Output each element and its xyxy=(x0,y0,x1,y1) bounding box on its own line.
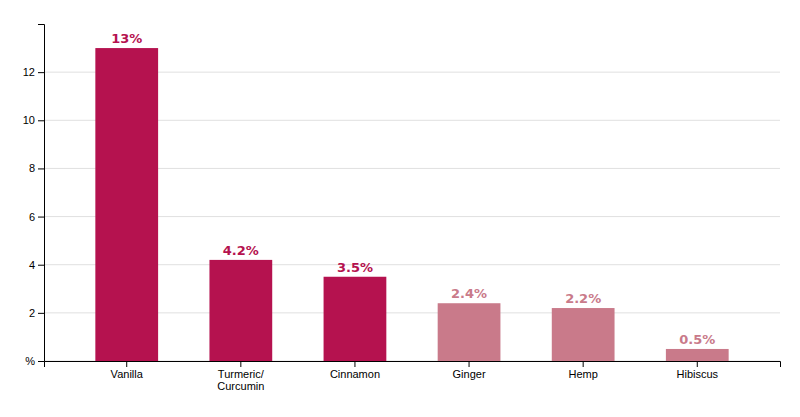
bar xyxy=(438,303,501,361)
x-tick-mark xyxy=(697,361,698,367)
y-tick-label: 8 xyxy=(29,162,35,174)
bar xyxy=(666,349,729,361)
x-tick-label: Cinnamon xyxy=(330,368,380,380)
data-label: 2.2% xyxy=(565,291,601,306)
chart: % 2 4 6 8 10 12 Vanilla Turmeric/Curcumin Cinnamo… xyxy=(0,0,800,417)
plot: % 2 4 6 8 10 12 Vanilla Turmeric/Curcumin Cinnamo… xyxy=(23,25,781,393)
y-tick: 12 xyxy=(23,66,44,78)
x-tick: Vanilla xyxy=(111,361,144,380)
data-label: 3.5% xyxy=(337,260,373,275)
x-tick-label-line: Cinnamon xyxy=(330,368,380,380)
y-tick: 2 xyxy=(29,307,44,319)
x-tick-label-line: Hemp xyxy=(568,368,597,380)
x-tick-label-line: Ginger xyxy=(453,368,486,380)
y-tick-mark xyxy=(38,265,44,266)
x-tick-label-line: Vanilla xyxy=(111,368,144,380)
data-label: 4.2% xyxy=(223,243,259,258)
y-tick-mark xyxy=(38,72,44,73)
x-tick: Hemp xyxy=(568,361,597,380)
x-tick: Hibiscus xyxy=(676,361,718,380)
x-tick: Cinnamon xyxy=(330,361,380,380)
x-tick-label: Vanilla xyxy=(111,368,144,380)
y-tick: 8 xyxy=(29,162,44,174)
x-tick-mark xyxy=(240,361,241,367)
x-tick-mark xyxy=(354,361,355,367)
y-tick-mark xyxy=(38,120,44,121)
x-tick-label: Turmeric/Curcumin xyxy=(217,368,264,393)
x-tick-label-line: Turmeric/ xyxy=(218,368,265,380)
y-tick-label: 6 xyxy=(29,211,35,223)
x-tick-label: Hemp xyxy=(568,368,597,380)
x-tick-label-line: Hibiscus xyxy=(676,368,718,380)
y-tick-label: 12 xyxy=(23,66,35,78)
bar xyxy=(209,260,272,361)
x-tick-label-line: Curcumin xyxy=(217,380,264,392)
bar xyxy=(324,277,387,361)
y-tick: 6 xyxy=(29,211,44,223)
y-tick-label: 2 xyxy=(29,307,35,319)
y-tick-label: 10 xyxy=(23,114,35,126)
y-axis-line xyxy=(38,25,45,362)
bar xyxy=(552,308,615,361)
x-tick-label: Hibiscus xyxy=(676,368,718,380)
x-axis-line xyxy=(45,362,781,368)
y-tick-mark xyxy=(38,217,44,218)
data-labels: 13% 4.2% 3.5% 2.4% 2.2% 0.5% xyxy=(111,31,715,347)
x-axis: Vanilla Turmeric/Curcumin Cinnamon Ginger He… xyxy=(45,361,781,392)
data-label: 13% xyxy=(111,31,142,46)
x-tick-mark xyxy=(583,361,584,367)
data-label: 0.5% xyxy=(679,332,715,347)
y-tick-mark xyxy=(38,168,44,169)
y-tick-mark xyxy=(38,313,44,314)
y-tick-mark xyxy=(38,361,44,362)
y-axis: % 2 4 6 8 10 12 xyxy=(23,25,45,368)
y-tick: 4 xyxy=(29,259,44,271)
y-tick-label: % xyxy=(25,355,35,367)
x-tick: Ginger xyxy=(453,361,486,380)
y-tick: 10 xyxy=(23,114,44,126)
x-tick-label: Ginger xyxy=(453,368,486,380)
x-tick: Turmeric/Curcumin xyxy=(217,361,264,392)
y-tick-label: 4 xyxy=(29,259,35,271)
y-tick: % xyxy=(25,355,44,367)
x-tick-mark xyxy=(469,361,470,367)
bar xyxy=(95,48,158,361)
bars xyxy=(95,48,728,361)
x-tick-mark xyxy=(126,361,127,367)
data-label: 2.4% xyxy=(451,286,487,301)
